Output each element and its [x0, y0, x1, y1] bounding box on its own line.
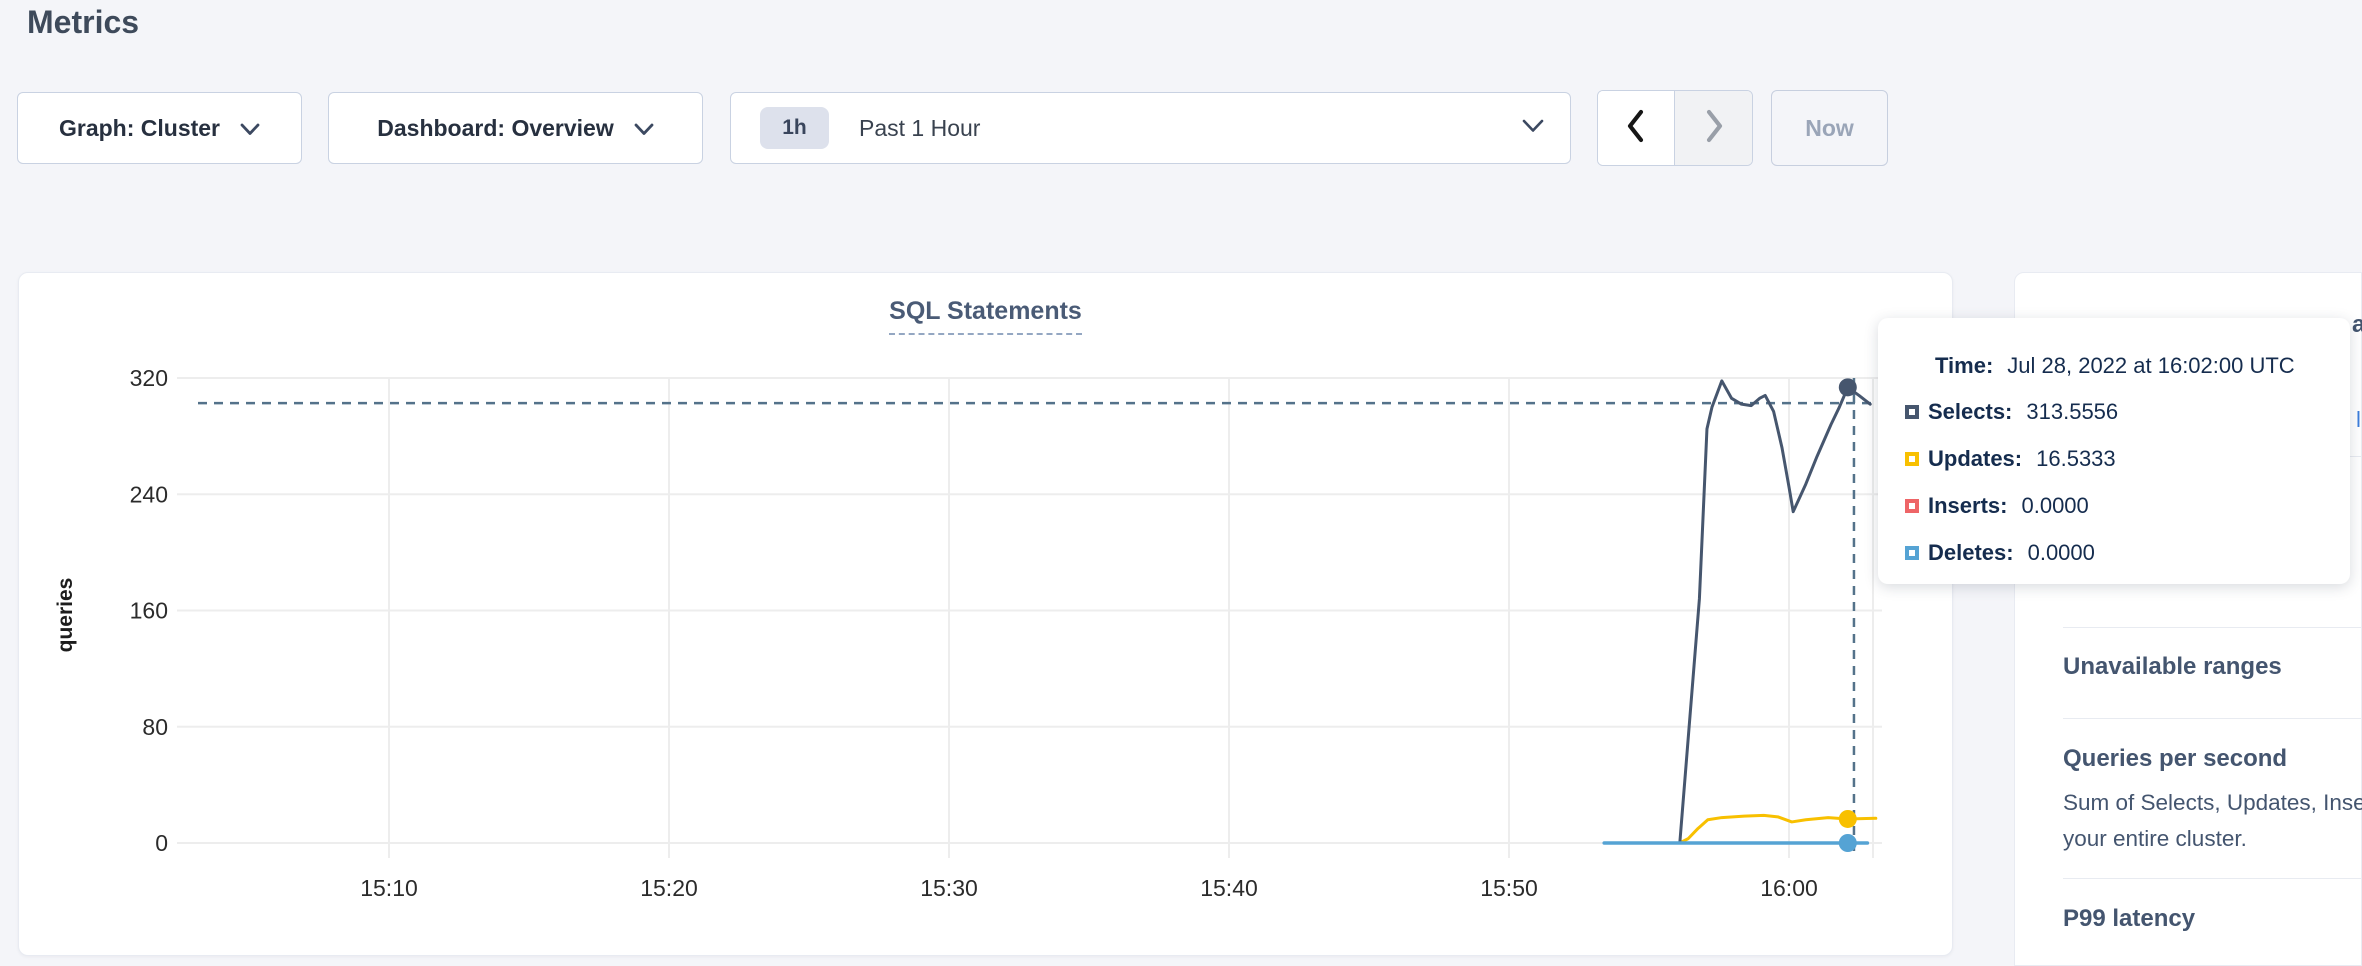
- dashboard-dropdown-label: Dashboard: Overview: [377, 114, 614, 141]
- page-title: Metrics: [27, 4, 140, 40]
- chevron-down-icon: [634, 115, 654, 142]
- sidebar-divider: [2063, 718, 2361, 719]
- stat-description-line: Sum of Selects, Updates, Inserts: [2063, 790, 2362, 815]
- chart-hover-tooltip: Time: Jul 28, 2022 at 16:02:00 UTC Selec…: [1878, 318, 2350, 584]
- y-axis-label: queries: [54, 577, 77, 653]
- stat-description: Sum of Selects, Updates, Inserts your en…: [2063, 785, 2362, 857]
- tooltip-series-row: Inserts: 0.0000: [1905, 482, 2350, 529]
- tooltip-series-label: Updates:: [1928, 445, 2023, 471]
- clipped-link-fragment[interactable]: li: [2356, 407, 2362, 432]
- tooltip-series-value: 0.0000: [2027, 539, 2095, 565]
- sidebar-divider: [2063, 878, 2361, 879]
- chevron-right-icon: [1702, 108, 1726, 149]
- chevron-down-icon: [240, 115, 260, 142]
- sidebar-divider: [2063, 627, 2361, 628]
- time-range-badge: 1h: [760, 107, 829, 149]
- chevron-down-icon: [1522, 119, 1544, 138]
- deletes-legend-swatch: [1905, 545, 1919, 560]
- tooltip-series-value: 0.0000: [2021, 492, 2089, 518]
- tooltip-series-label: Selects:: [1928, 398, 2013, 424]
- selects-legend-swatch: [1905, 404, 1919, 419]
- stat-title-unavailable-ranges: Unavailable ranges: [2063, 653, 2282, 680]
- chart-title-row: SQL Statements: [19, 297, 1952, 335]
- tooltip-time-row: Time: Jul 28, 2022 at 16:02:00 UTC: [1905, 344, 2350, 388]
- tooltip-series-label: Inserts:: [1928, 492, 2008, 518]
- next-timeframe-button[interactable]: [1675, 91, 1752, 165]
- stat-title-p99-latency: P99 latency: [2063, 905, 2196, 932]
- sql-statements-card: SQL Statements: [18, 272, 1953, 956]
- tooltip-time-label: Time:: [1935, 353, 1994, 378]
- graph-dropdown[interactable]: Graph: Cluster: [17, 92, 302, 164]
- clipped-text-fragment: a: [2352, 311, 2362, 338]
- time-pager: [1597, 90, 1753, 166]
- time-range-label: Past 1 Hour: [859, 114, 981, 141]
- tooltip-time-value: Jul 28, 2022 at 16:02:00 UTC: [2007, 353, 2295, 378]
- time-range-selector[interactable]: 1h Past 1 Hour: [730, 92, 1571, 164]
- tooltip-series-row: Selects: 313.5556: [1905, 388, 2350, 435]
- inserts-legend-swatch: [1905, 498, 1919, 513]
- tooltip-series-value: 16.5333: [2036, 445, 2116, 471]
- tooltip-series-value: 313.5556: [2026, 398, 2119, 424]
- stat-title-queries-per-second: Queries per second: [2063, 745, 2288, 772]
- tooltip-series-label: Deletes:: [1928, 539, 2014, 565]
- dashboard-dropdown[interactable]: Dashboard: Overview: [328, 92, 703, 164]
- now-button[interactable]: Now: [1771, 90, 1888, 166]
- graph-dropdown-label: Graph: Cluster: [58, 114, 221, 141]
- stat-description-line: your entire cluster.: [2063, 826, 2247, 851]
- tooltip-series-row: Deletes: 0.0000: [1905, 529, 2350, 576]
- tooltip-series-row: Updates: 16.5333: [1905, 435, 2350, 482]
- previous-timeframe-button[interactable]: [1598, 91, 1675, 165]
- chart-title[interactable]: SQL Statements: [889, 297, 1082, 335]
- updates-legend-swatch: [1905, 451, 1919, 466]
- chevron-left-icon: [1624, 108, 1648, 149]
